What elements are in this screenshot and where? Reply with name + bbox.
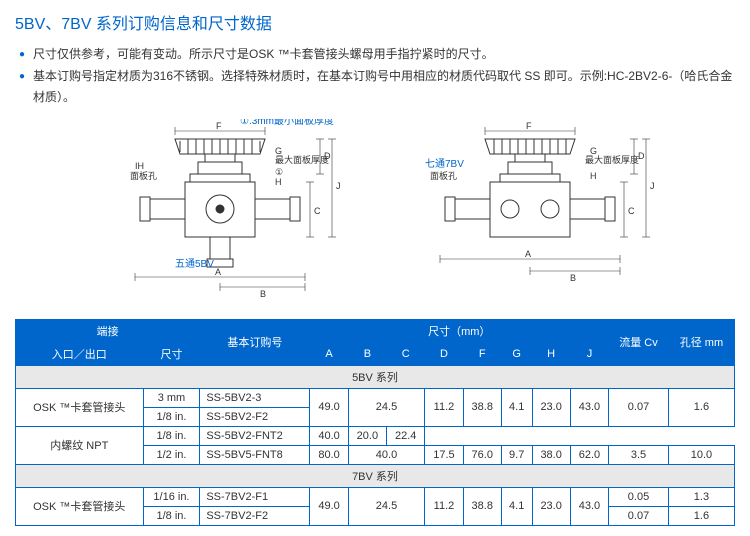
- th-h: H: [532, 342, 570, 365]
- cell-g: 9.7: [501, 445, 532, 464]
- cell-size: 3 mm: [143, 388, 200, 407]
- circle1: ①: [275, 167, 283, 177]
- th-f: F: [463, 342, 501, 365]
- cell-conn: 内螺纹 NPT: [16, 426, 144, 464]
- section-header: 7BV 系列: [16, 464, 735, 487]
- top-note: ①.3mm最小面板厚度: [240, 119, 334, 127]
- cell-h: 23.0: [532, 388, 570, 426]
- note-item: 尺寸仅供参考，可能有变动。所示尺寸是OSK ™卡套管接头螺母用手指拧紧时的尺寸。: [15, 44, 735, 66]
- cell-f: 38.8: [463, 487, 501, 525]
- cell-g: 4.1: [501, 487, 532, 525]
- cell-cv: 0.07: [609, 506, 669, 525]
- cell-g: 4.1: [501, 388, 532, 426]
- dim-f-label: F: [526, 121, 532, 131]
- cell-size: 1/2 in.: [143, 445, 200, 464]
- cell-cv: 0.05: [609, 487, 669, 506]
- cell-c: 22.4: [387, 426, 425, 445]
- cell-part: SS-7BV2-F1: [200, 487, 310, 506]
- j-label: J: [650, 181, 655, 191]
- cell-d: 11.2: [425, 487, 463, 525]
- notes-list: 尺寸仅供参考，可能有变动。所示尺寸是OSK ™卡套管接头螺母用手指拧紧时的尺寸。…: [15, 44, 735, 109]
- cell-b: 20.0: [348, 426, 386, 445]
- cell-j: 62.0: [570, 445, 608, 464]
- diagram-area: F ①.3mm最小面板厚度 IH 面板孔 G 最大面板厚度 ① H D J C …: [15, 119, 735, 299]
- cell-conn: OSK ™卡套管接头: [16, 487, 144, 525]
- th-bore: 孔径 mm: [668, 319, 734, 365]
- a-label: A: [525, 249, 531, 259]
- cell-h: 38.0: [532, 445, 570, 464]
- dim-f-label: F: [216, 121, 222, 131]
- caption-5bv: 五通5BV: [175, 258, 214, 270]
- spec-table: 端接 基本订购号 尺寸（mm） 流量 Cv 孔径 mm 入口／出口 尺寸 A B…: [15, 319, 735, 526]
- cell-cv: 3.5: [609, 445, 669, 464]
- h-label: H: [275, 177, 282, 187]
- max-panel: 最大面板厚度: [585, 154, 639, 165]
- th-conn: 端接: [16, 319, 200, 342]
- cell-b: 24.5: [348, 487, 425, 525]
- th-basic: 基本订购号: [200, 319, 310, 365]
- cell-bore: 10.0: [668, 445, 734, 464]
- cell-size: 1/8 in.: [143, 426, 200, 445]
- cell-a: 80.0: [310, 445, 348, 464]
- th-inout: 入口／出口: [16, 342, 144, 365]
- b-label: B: [260, 289, 266, 299]
- th-dim: 尺寸（mm）: [310, 319, 609, 342]
- diagram-5bv: F ①.3mm最小面板厚度 IH 面板孔 G 最大面板厚度 ① H D J C …: [80, 119, 360, 299]
- cell-b: 40.0: [348, 445, 425, 464]
- h-label: H: [590, 171, 597, 181]
- cell-j: 43.0: [570, 487, 608, 525]
- cell-size: 1/8 in.: [143, 407, 200, 426]
- cell-bore: 1.6: [668, 388, 734, 426]
- cell-conn: OSK ™卡套管接头: [16, 388, 144, 426]
- th-c: C: [387, 342, 425, 365]
- cell-a: 40.0: [310, 426, 348, 445]
- cell-a: 49.0: [310, 487, 348, 525]
- cell-b: 24.5: [348, 388, 425, 426]
- th-flow: 流量 Cv: [609, 319, 669, 365]
- th-g: G: [501, 342, 532, 365]
- cell-part: SS-7BV2-F2: [200, 506, 310, 525]
- cell-f: 38.8: [463, 388, 501, 426]
- c-label: C: [314, 206, 321, 216]
- cell-f: 76.0: [463, 445, 501, 464]
- table-row: 内螺纹 NPT1/8 in.SS-5BV2-FNT240.020.022.4: [16, 426, 735, 445]
- side-label: 七通7BV: [425, 158, 464, 170]
- c-label: C: [628, 206, 635, 216]
- j-label: J: [336, 181, 341, 191]
- ih-label: IH: [135, 161, 144, 171]
- panel-hole-label: 面板孔: [430, 170, 457, 181]
- diagram-7bv: F 七通7BV 面板孔 G 最大面板厚度 H D J C A B: [390, 119, 670, 299]
- d-label: D: [638, 151, 645, 161]
- note-item: 基本订购号指定材质为316不锈钢。选择特殊材质时，在基本订购号中用相应的材质代码…: [15, 66, 735, 109]
- cell-cv: 0.07: [609, 388, 669, 426]
- cell-d: 17.5: [425, 445, 463, 464]
- th-b: B: [348, 342, 386, 365]
- cell-part: SS-5BV2-F2: [200, 407, 310, 426]
- cell-bore: 1.3: [668, 487, 734, 506]
- table-row: OSK ™卡套管接头3 mmSS-5BV2-349.024.511.238.84…: [16, 388, 735, 407]
- cell-j: 43.0: [570, 388, 608, 426]
- cell-bore: 1.6: [668, 506, 734, 525]
- table-row: OSK ™卡套管接头1/16 in.SS-7BV2-F149.024.511.2…: [16, 487, 735, 506]
- th-d: D: [425, 342, 463, 365]
- a-label: A: [215, 267, 221, 277]
- cell-d: 11.2: [425, 388, 463, 426]
- cell-size: 1/8 in.: [143, 506, 200, 525]
- b-label: B: [570, 273, 576, 283]
- max-panel: 最大面板厚度: [275, 154, 329, 165]
- cell-part: SS-5BV2-FNT2: [200, 426, 310, 445]
- cell-size: 1/16 in.: [143, 487, 200, 506]
- panel-hole-label: 面板孔: [130, 170, 157, 181]
- page-title: 5BV、7BV 系列订购信息和尺寸数据: [15, 10, 735, 34]
- cell-part: SS-5BV2-3: [200, 388, 310, 407]
- cell-h: 23.0: [532, 487, 570, 525]
- section-header: 5BV 系列: [16, 365, 735, 388]
- th-j: J: [570, 342, 608, 365]
- cell-a: 49.0: [310, 388, 348, 426]
- th-a: A: [310, 342, 348, 365]
- cell-part: SS-5BV5-FNT8: [200, 445, 310, 464]
- th-size: 尺寸: [143, 342, 200, 365]
- d-label: D: [324, 151, 331, 161]
